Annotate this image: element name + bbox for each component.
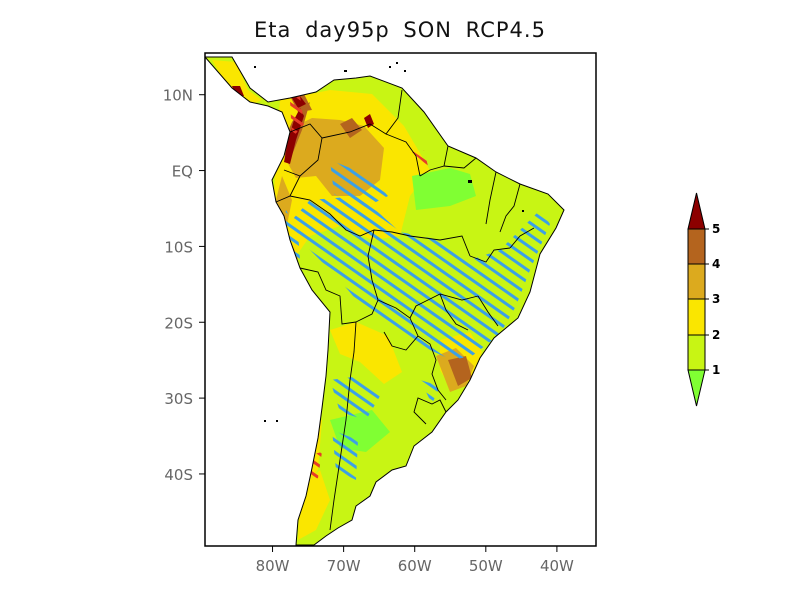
latitude-axis: 10N EQ 10S 20S 30S 40S — [163, 87, 205, 484]
lat-tick-label: 10S — [164, 238, 193, 256]
colorbar-label: 1 — [712, 363, 720, 377]
lat-tick-label: 30S — [164, 390, 193, 408]
colorbar-lower-triangle — [687, 369, 706, 407]
islands — [254, 62, 524, 422]
coastline — [205, 56, 565, 546]
colorbar-label: 4 — [712, 257, 720, 271]
map-frame — [204, 52, 597, 547]
colorbar-segment — [687, 298, 706, 336]
colorbar-segment — [687, 228, 706, 265]
longitude-axis: 80W 70W 60W 50W 40W — [256, 546, 574, 575]
colorbar-segment — [687, 263, 706, 300]
lat-tick-label: 40S — [164, 466, 193, 484]
lat-tick-label: 10N — [163, 87, 193, 105]
lon-tick-label: 60W — [398, 557, 432, 575]
lon-tick-label: 50W — [469, 557, 503, 575]
colorbar-upper-triangle — [687, 192, 706, 230]
colorbar-label: 5 — [712, 222, 720, 236]
lon-tick-label: 80W — [256, 557, 290, 575]
colorbar-label: 2 — [712, 328, 720, 342]
lat-tick-label: 20S — [164, 314, 193, 332]
lon-tick-label: 70W — [327, 557, 361, 575]
lon-tick-label: 40W — [540, 557, 574, 575]
map-title: Eta day95p SON RCP4.5 — [254, 18, 546, 42]
country-borders — [275, 89, 535, 531]
colorbar: 1 2 3 4 5 — [687, 192, 720, 407]
map-content — [205, 56, 565, 546]
lat-tick-label: EQ — [172, 163, 193, 181]
colorbar-label: 3 — [712, 292, 720, 306]
colorbar-segment — [687, 334, 706, 371]
